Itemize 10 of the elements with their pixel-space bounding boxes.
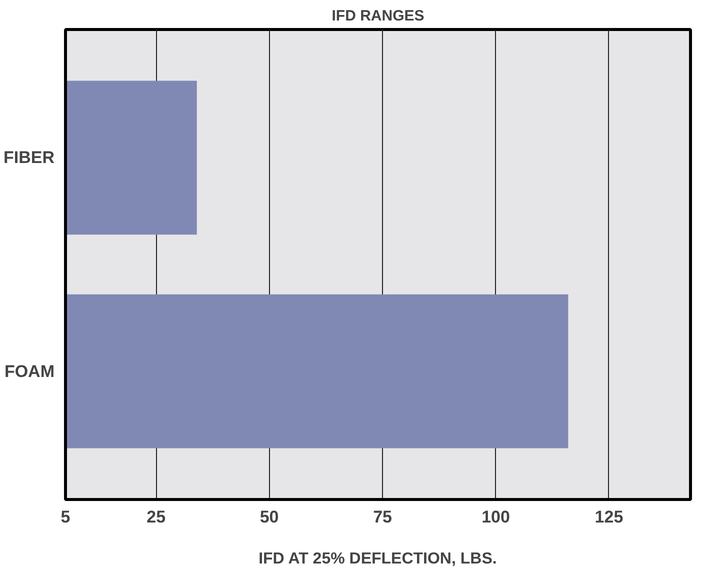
x-tick-label: 100 — [482, 508, 510, 526]
y-tick-label: FIBER — [4, 148, 54, 168]
x-tick-label: 125 — [594, 508, 624, 526]
x-tick-label: 25 — [146, 508, 166, 526]
chart-title: IFD RANGES — [332, 8, 424, 24]
x-axis-title: IFD AT 25% DEFLECTION, LBS. — [258, 550, 497, 568]
x-tick-label: 5 — [60, 508, 70, 526]
x-tick-label: 50 — [260, 508, 279, 526]
x-tick-label: 75 — [373, 508, 392, 526]
y-tick-label: FOAM — [4, 362, 54, 381]
